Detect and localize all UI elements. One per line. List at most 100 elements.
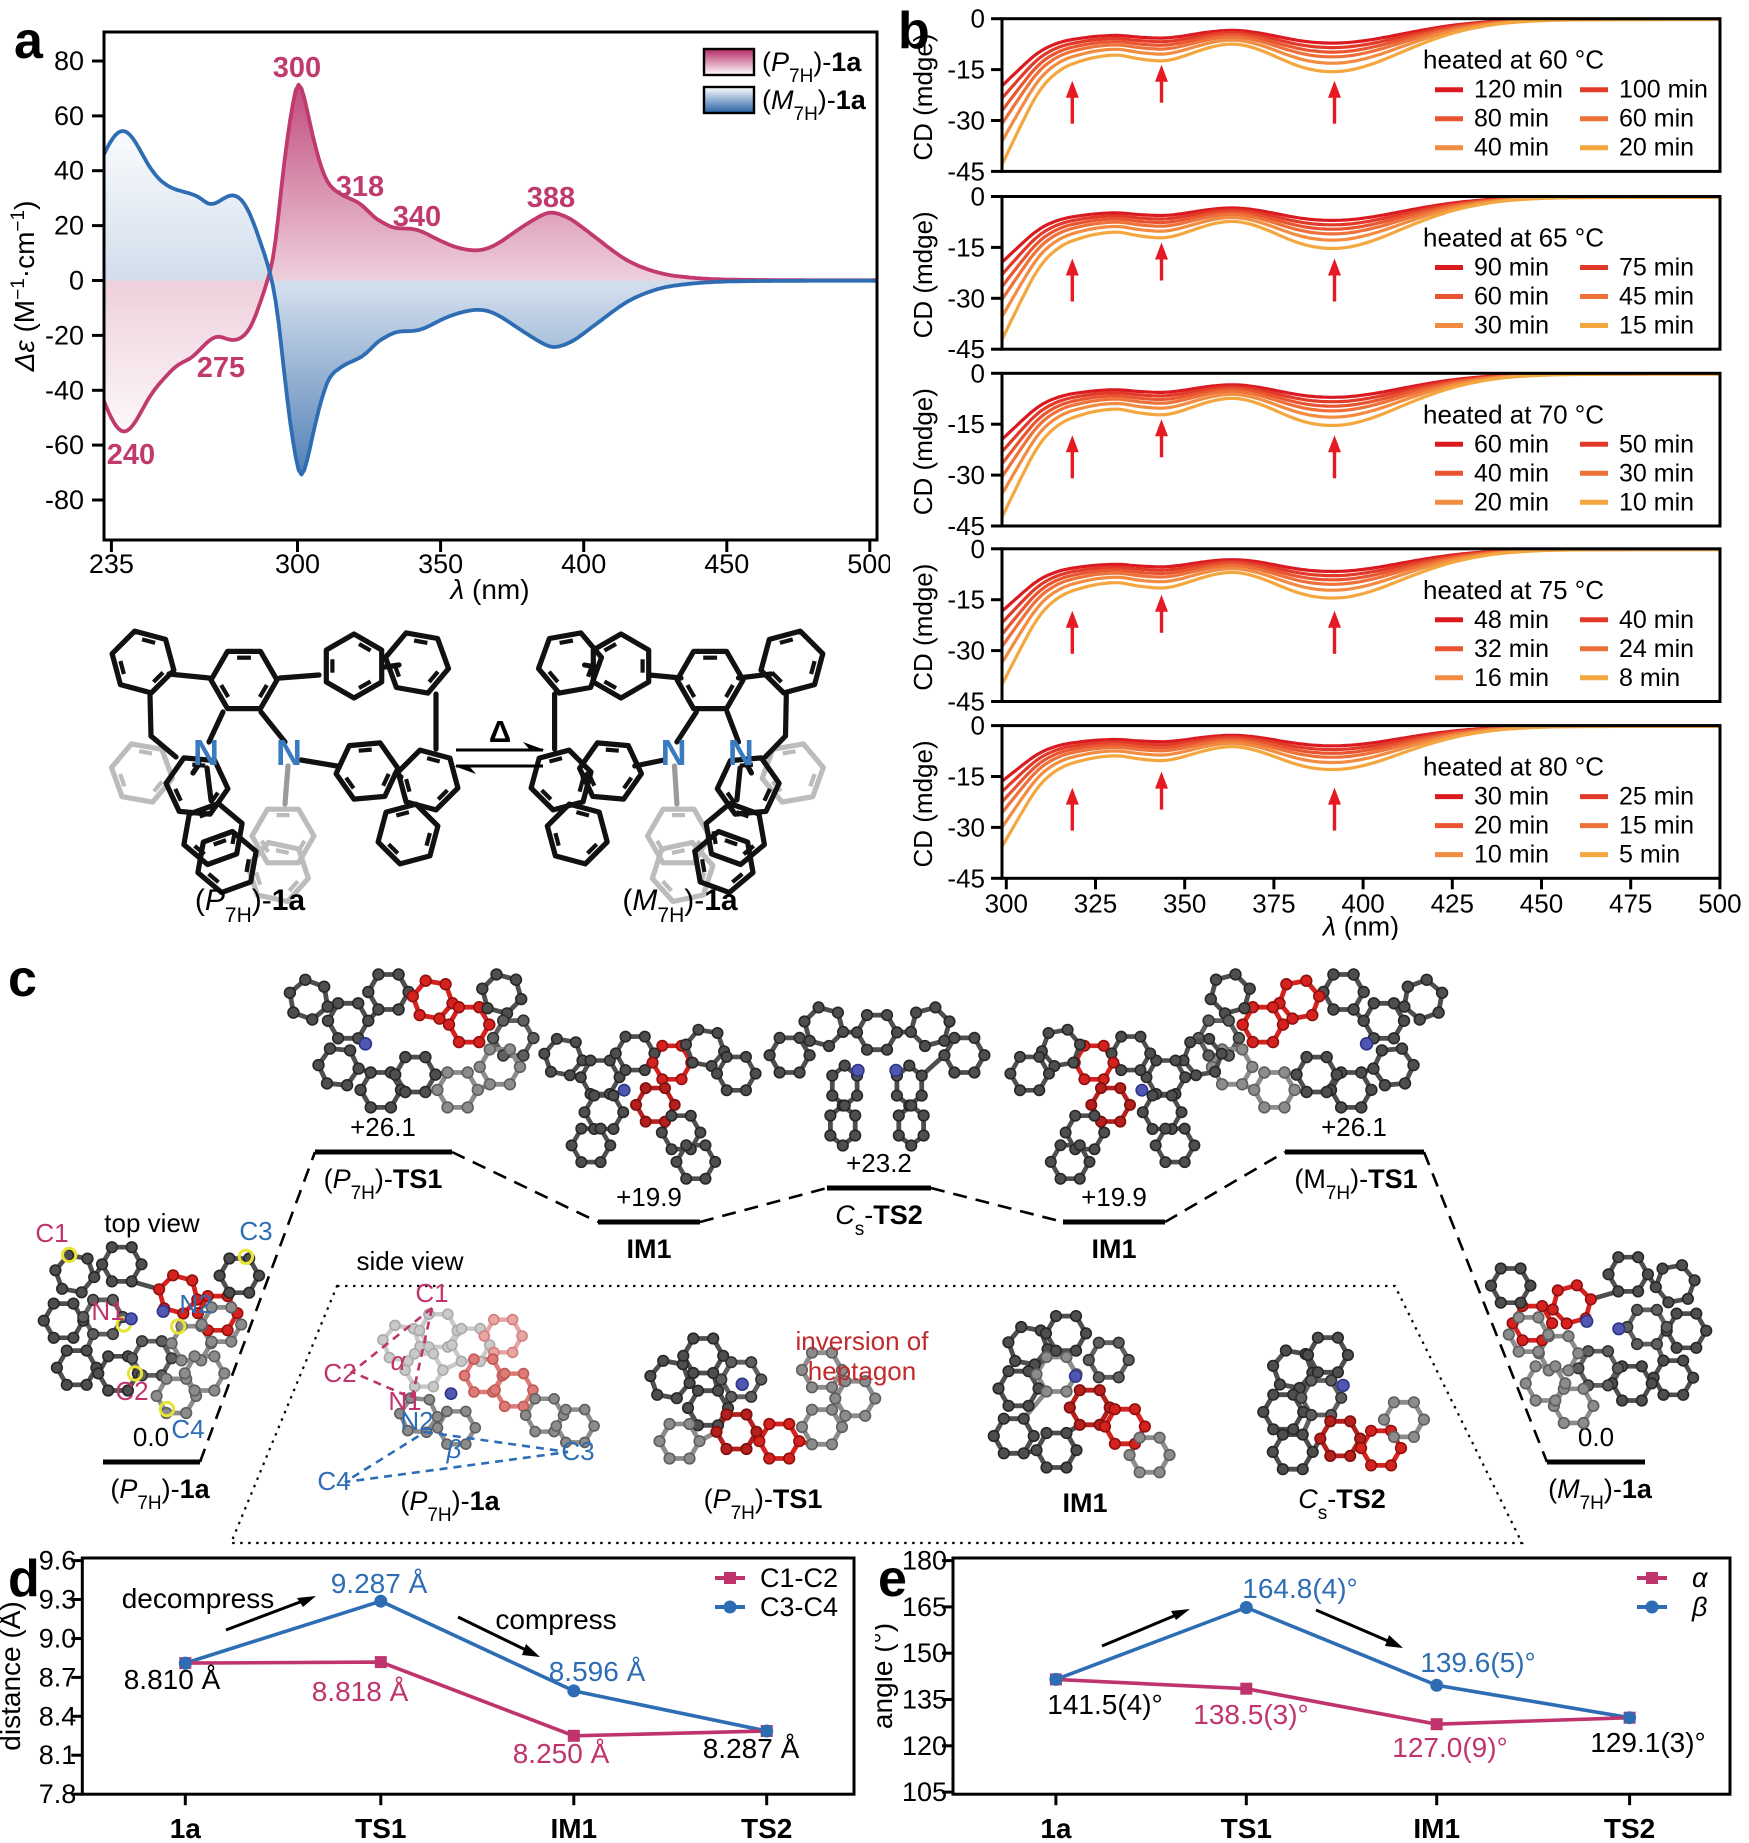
svg-text:40 min: 40 min (1474, 459, 1549, 487)
svg-text:-80: -80 (45, 485, 84, 515)
svg-text:β: β (1691, 1592, 1707, 1622)
svg-text:-15: -15 (947, 762, 985, 792)
svg-text:40 min: 40 min (1474, 134, 1549, 162)
svg-text:N1: N1 (388, 1386, 421, 1416)
svg-text:1a: 1a (170, 1813, 202, 1843)
svg-text:45 min: 45 min (1619, 283, 1694, 311)
svg-text:100 min: 100 min (1619, 76, 1708, 104)
svg-text:1a: 1a (1040, 1813, 1072, 1843)
svg-text:a: a (14, 12, 44, 70)
svg-text:350: 350 (418, 549, 463, 579)
svg-text:138.5(3)°: 138.5(3)° (1193, 1699, 1309, 1730)
svg-text:15 min: 15 min (1619, 312, 1694, 340)
svg-text:+26.1: +26.1 (350, 1112, 416, 1142)
svg-text:compress: compress (495, 1604, 616, 1635)
svg-text:(P7H)-TS1: (P7H)-TS1 (324, 1164, 443, 1204)
svg-text:0: 0 (971, 358, 985, 388)
svg-text:300: 300 (275, 549, 320, 579)
svg-text:heated at 60 °C: heated at 60 °C (1423, 45, 1604, 75)
svg-text:135: 135 (902, 1685, 947, 1715)
svg-text:8.287 Å: 8.287 Å (703, 1733, 800, 1764)
svg-text:CD (mdge): CD (mdge) (908, 740, 938, 867)
svg-text:CD (mdge): CD (mdge) (908, 33, 938, 160)
svg-text:-45: -45 (947, 334, 985, 364)
svg-text:heptagon: heptagon (808, 1356, 916, 1386)
svg-text:8.7: 8.7 (39, 1662, 77, 1692)
svg-text:e: e (878, 1550, 907, 1608)
svg-text:b: b (898, 2, 930, 60)
svg-text:-30: -30 (947, 106, 985, 136)
svg-text:angle (°): angle (°) (875, 1623, 898, 1729)
svg-text:TS1: TS1 (355, 1813, 406, 1843)
svg-text:350: 350 (1163, 888, 1206, 918)
svg-text:side view: side view (357, 1246, 464, 1276)
svg-text:N2: N2 (179, 1289, 212, 1319)
svg-text:30 min: 30 min (1474, 312, 1549, 340)
svg-text:40: 40 (54, 156, 84, 186)
svg-text:+19.9: +19.9 (1081, 1182, 1147, 1212)
svg-text:325: 325 (1074, 888, 1117, 918)
svg-text:C4: C4 (171, 1414, 204, 1444)
svg-text:-30: -30 (947, 812, 985, 842)
svg-text:-30: -30 (947, 283, 985, 313)
svg-text:7.8: 7.8 (39, 1779, 77, 1809)
svg-text:400: 400 (561, 549, 606, 579)
svg-text:120: 120 (902, 1731, 947, 1761)
svg-text:30 min: 30 min (1619, 459, 1694, 487)
svg-text:-60: -60 (45, 430, 84, 460)
svg-text:IM1: IM1 (550, 1813, 597, 1843)
svg-text:80: 80 (54, 46, 84, 76)
svg-text:Δ: Δ (489, 714, 511, 749)
svg-text:318: 318 (336, 171, 384, 203)
svg-text:-15: -15 (947, 409, 985, 439)
svg-text:5 min: 5 min (1619, 841, 1680, 869)
svg-text:N: N (728, 732, 754, 773)
svg-text:141.5(4)°: 141.5(4)° (1047, 1689, 1163, 1720)
svg-text:heated at 80 °C: heated at 80 °C (1423, 752, 1604, 782)
svg-text:C4: C4 (317, 1466, 350, 1496)
svg-text:TS2: TS2 (1604, 1813, 1655, 1843)
svg-text:c: c (8, 950, 37, 1008)
svg-text:N1: N1 (91, 1296, 124, 1326)
svg-text:180: 180 (902, 1546, 947, 1576)
svg-text:heated at 65 °C: heated at 65 °C (1423, 223, 1604, 253)
svg-text:20: 20 (54, 211, 84, 241)
svg-text:(M7H)-TS1: (M7H)-TS1 (1294, 1164, 1417, 1204)
svg-text:30 min: 30 min (1474, 783, 1549, 811)
svg-text:λ (nm): λ (nm) (1321, 911, 1399, 940)
svg-text:IM1: IM1 (626, 1234, 671, 1264)
svg-text:-45: -45 (947, 863, 985, 893)
svg-text:32 min: 32 min (1474, 635, 1549, 663)
svg-text:-45: -45 (947, 687, 985, 717)
svg-text:8.1: 8.1 (39, 1740, 77, 1770)
svg-text:-30: -30 (947, 460, 985, 490)
svg-text:0: 0 (971, 534, 985, 564)
svg-text:388: 388 (527, 182, 575, 214)
svg-text:0: 0 (69, 266, 84, 296)
svg-text:90 min: 90 min (1474, 254, 1549, 282)
svg-text:475: 475 (1609, 888, 1652, 918)
svg-text:inversion of: inversion of (796, 1326, 930, 1356)
svg-text:N: N (276, 732, 302, 773)
svg-text:Cs-TS2: Cs-TS2 (835, 1200, 923, 1240)
svg-text:+23.2: +23.2 (846, 1148, 912, 1178)
svg-text:(P7H)-1a: (P7H)-1a (762, 47, 862, 87)
svg-text:N2: N2 (400, 1406, 433, 1436)
svg-text:60 min: 60 min (1474, 283, 1549, 311)
svg-text:N: N (193, 732, 219, 773)
svg-text:139.6(5)°: 139.6(5)° (1420, 1647, 1536, 1678)
svg-text:+26.1: +26.1 (1321, 1112, 1387, 1142)
svg-text:20 min: 20 min (1619, 134, 1694, 162)
svg-text:425: 425 (1431, 888, 1474, 918)
svg-text:C2: C2 (115, 1376, 148, 1406)
svg-text:Δε (M−1·cm−1): Δε (M−1·cm−1) (8, 201, 41, 373)
svg-text:240: 240 (107, 439, 155, 471)
svg-text:Cs-TS2: Cs-TS2 (1298, 1484, 1386, 1524)
svg-text:300: 300 (985, 888, 1028, 918)
svg-text:TS1: TS1 (1221, 1813, 1272, 1843)
svg-text:0.0: 0.0 (133, 1422, 169, 1452)
svg-text:0: 0 (971, 711, 985, 741)
svg-text:heated at 75 °C: heated at 75 °C (1423, 575, 1604, 605)
svg-text:C1-C2: C1-C2 (760, 1563, 838, 1593)
svg-text:450: 450 (1520, 888, 1563, 918)
